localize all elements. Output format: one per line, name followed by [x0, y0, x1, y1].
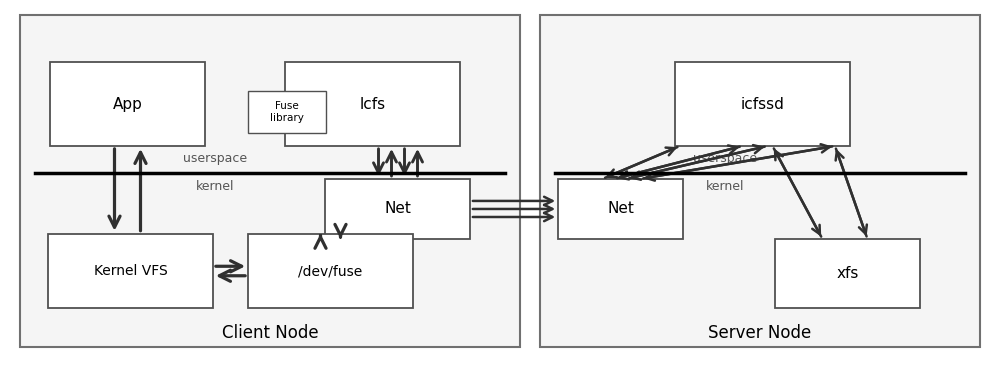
FancyBboxPatch shape: [325, 179, 470, 239]
Text: App: App: [113, 96, 142, 112]
Text: Client Node: Client Node: [222, 324, 318, 342]
Text: Server Node: Server Node: [708, 324, 812, 342]
Text: xfs: xfs: [836, 266, 859, 281]
Text: kernel: kernel: [706, 180, 744, 193]
FancyBboxPatch shape: [558, 179, 683, 239]
FancyBboxPatch shape: [48, 234, 213, 308]
FancyBboxPatch shape: [775, 239, 920, 308]
FancyBboxPatch shape: [248, 234, 413, 308]
Text: icfssd: icfssd: [741, 96, 784, 112]
Text: lcfs: lcfs: [359, 96, 386, 112]
FancyBboxPatch shape: [285, 62, 460, 146]
FancyBboxPatch shape: [20, 15, 520, 347]
Text: Fuse
library: Fuse library: [270, 101, 304, 123]
Text: userspace: userspace: [183, 152, 247, 165]
Text: kernel: kernel: [196, 180, 234, 193]
Text: Net: Net: [607, 201, 634, 216]
FancyBboxPatch shape: [248, 91, 326, 133]
FancyBboxPatch shape: [50, 62, 205, 146]
Text: /dev/fuse: /dev/fuse: [298, 264, 363, 278]
FancyBboxPatch shape: [540, 15, 980, 347]
FancyBboxPatch shape: [675, 62, 850, 146]
Text: userspace: userspace: [693, 152, 757, 165]
Text: Net: Net: [384, 201, 411, 216]
Text: Kernel VFS: Kernel VFS: [94, 264, 167, 278]
